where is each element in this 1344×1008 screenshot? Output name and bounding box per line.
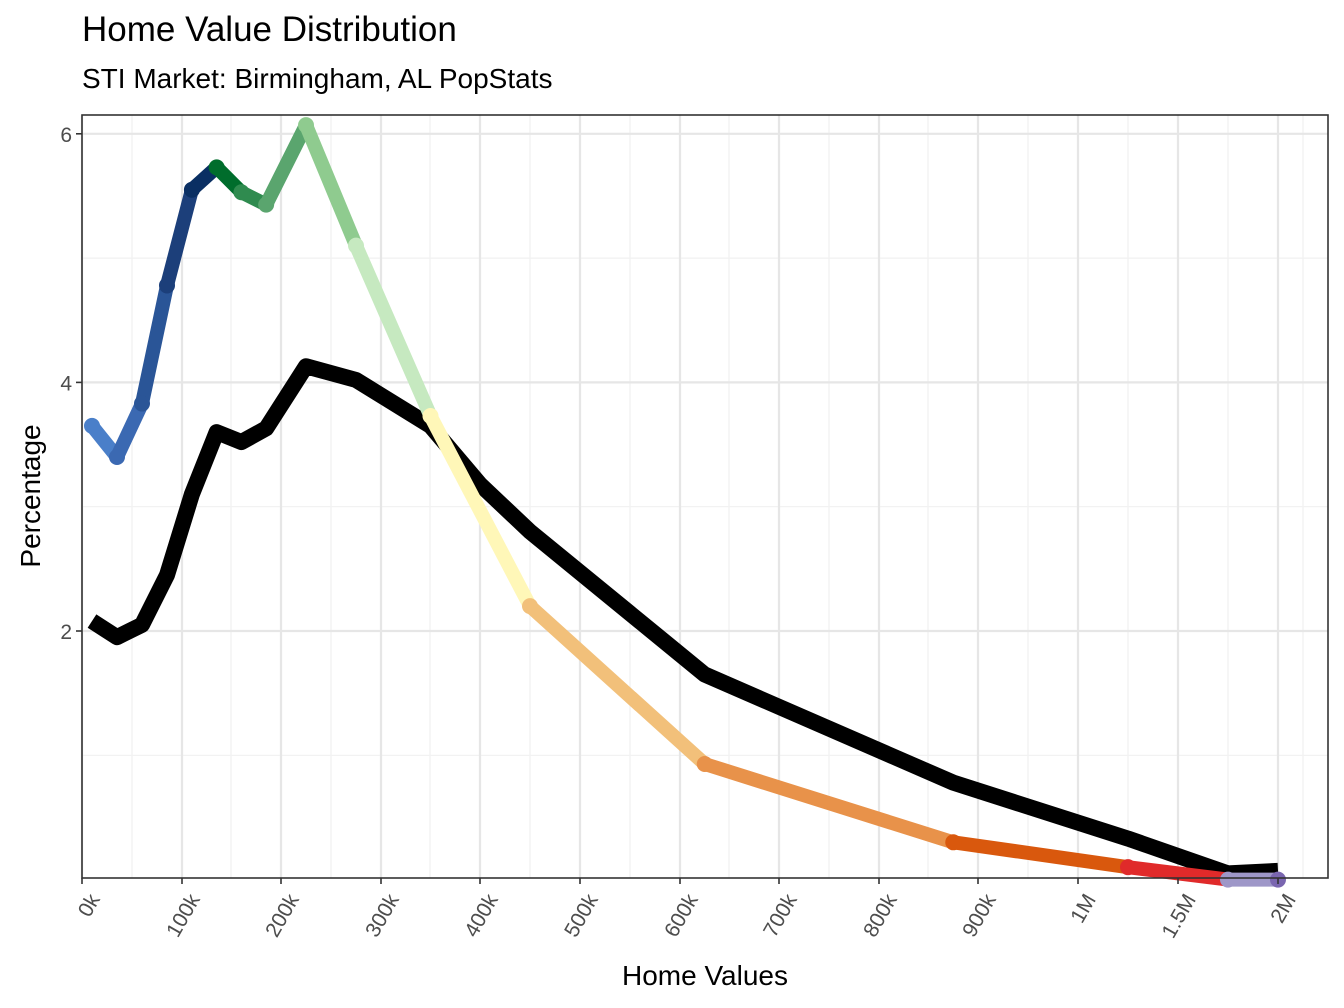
series-point	[233, 184, 250, 201]
y-tick-label: 4	[60, 372, 72, 395]
x-tick-label: 500k	[560, 890, 603, 941]
plot-border	[81, 114, 1329, 879]
series-point	[208, 159, 225, 176]
series-point	[522, 598, 538, 615]
series-point	[159, 277, 175, 294]
series-layer	[84, 117, 1286, 888]
x-axis-title: Home Values	[622, 960, 788, 991]
series-point	[1220, 871, 1236, 888]
series-point	[696, 756, 713, 773]
series-point	[422, 407, 439, 424]
x-tick-label: 100k	[162, 890, 205, 941]
grid-minor	[82, 115, 1328, 878]
x-tick-label: 1.5M	[1158, 890, 1201, 942]
series-point	[134, 395, 150, 412]
series-point	[84, 417, 100, 434]
x-tick-label: 700k	[759, 890, 802, 941]
y-axis-title: Percentage	[15, 424, 46, 567]
chart-subtitle: STI Market: Birmingham, AL PopStats	[82, 63, 553, 94]
series-segment	[160, 182, 199, 293]
series-point	[183, 181, 200, 198]
chart-title: Home Value Distribution	[82, 10, 457, 49]
series-segment	[697, 757, 961, 850]
series-point	[109, 448, 125, 465]
x-tick-label: 1M	[1066, 890, 1101, 927]
series-segment	[299, 118, 363, 253]
series-segment	[523, 599, 712, 772]
y-tick-label: 2	[60, 621, 72, 644]
series-point	[258, 196, 275, 213]
series-line-market	[87, 358, 1279, 882]
series-segment	[946, 835, 1135, 875]
y-tick-label: 6	[60, 124, 72, 147]
y-axis: 2 4 6	[60, 124, 82, 644]
series-point	[348, 237, 364, 254]
series-segment	[349, 238, 438, 423]
series-point	[1120, 859, 1136, 876]
series-segment	[423, 408, 537, 614]
x-tick-label: 2M	[1266, 890, 1301, 927]
series-segment	[135, 278, 174, 411]
x-axis: 0k 100k 200k 300k 400k 500k 600k 700k 800k 900k 1M…	[74, 878, 1301, 942]
x-tick-label: 0k	[74, 890, 105, 921]
series-segment	[110, 396, 149, 464]
x-tick-label: 400k	[460, 890, 503, 941]
plot-background	[82, 115, 1328, 878]
x-tick-label: 200k	[261, 890, 304, 941]
series-point	[945, 834, 962, 851]
series-segment	[259, 118, 313, 212]
x-tick-label: 600k	[660, 890, 703, 941]
x-tick-label: 300k	[361, 890, 404, 941]
x-tick-label: 800k	[859, 890, 902, 941]
x-tick-label: 900k	[958, 890, 1001, 941]
series-point	[298, 117, 314, 134]
